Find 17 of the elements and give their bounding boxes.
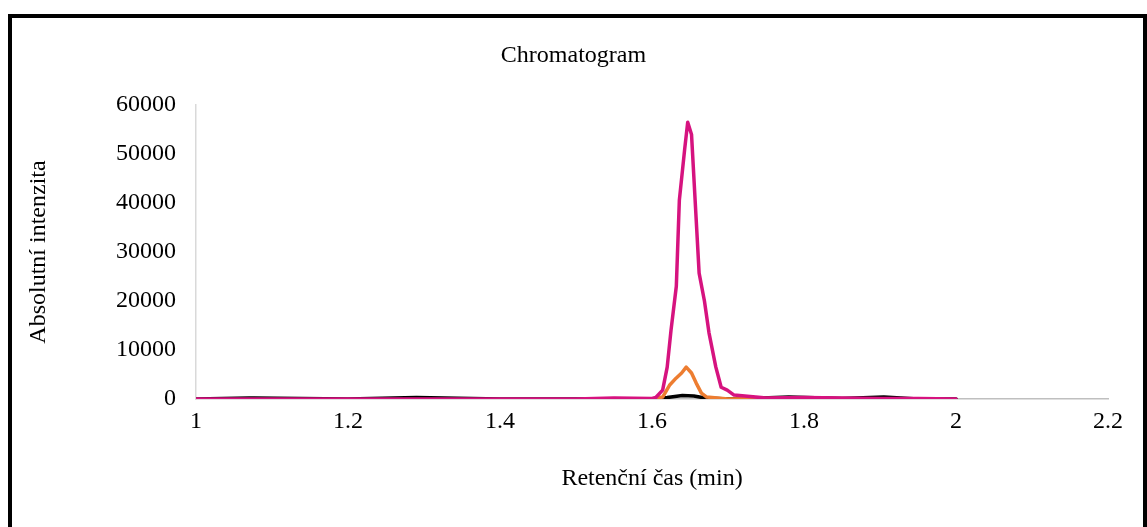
x-tick-label: 1 (190, 406, 202, 433)
y-tick-label: 40000 (116, 188, 176, 215)
x-tick-label: 1.2 (333, 406, 363, 433)
x-tick-label: 2 (950, 406, 962, 433)
y-tick-label: 20000 (116, 286, 176, 313)
x-tick-label: 2.2 (1093, 406, 1123, 433)
y-tick-label: 10000 (116, 335, 176, 362)
y-tick-label: 0 (164, 384, 176, 411)
y-axis-title: Absolutní intenzita (23, 160, 50, 344)
y-tick-label: 30000 (116, 237, 176, 264)
x-tick-label: 1.4 (485, 406, 515, 433)
chart-title: Chromatogram (500, 41, 647, 68)
x-tick-label: 1.6 (637, 406, 667, 433)
y-tick-label: 50000 (116, 139, 176, 166)
x-axis-title: Retenční čas (min) (561, 463, 743, 490)
y-tick-label: 60000 (116, 90, 176, 117)
x-tick-label: 1.8 (789, 406, 819, 433)
